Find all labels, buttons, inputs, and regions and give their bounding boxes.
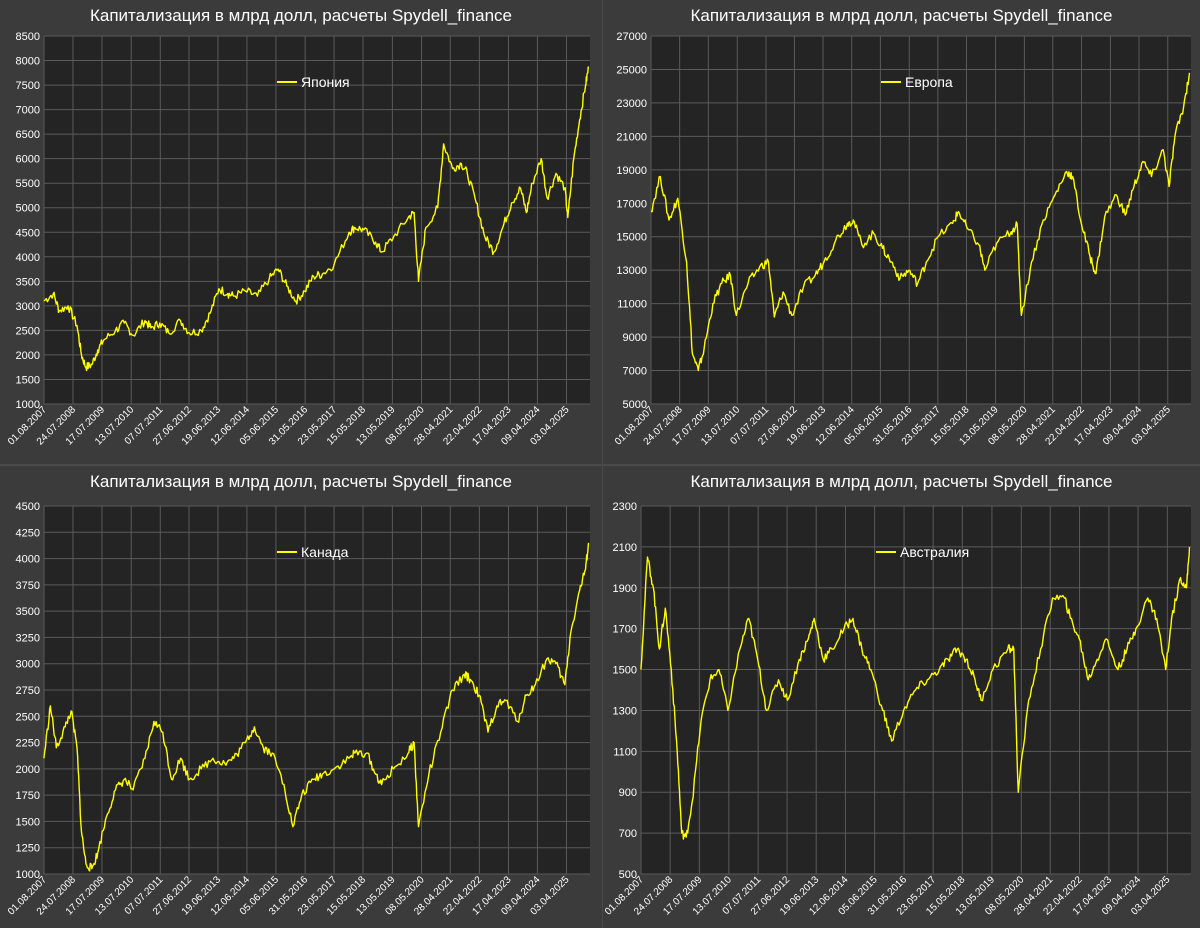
y-tick-label: 1000 bbox=[16, 869, 40, 881]
y-tick-label: 5500 bbox=[16, 178, 40, 190]
y-tick-label: 4250 bbox=[16, 527, 40, 539]
y-tick-label: 8500 bbox=[16, 31, 40, 43]
y-tick-label: 21000 bbox=[616, 131, 647, 143]
y-tick-label: 2100 bbox=[613, 542, 637, 554]
y-tick-label: 23000 bbox=[616, 98, 647, 110]
legend-label: Канада bbox=[301, 544, 349, 560]
y-tick-label: 1500 bbox=[613, 665, 637, 677]
y-tick-label: 7500 bbox=[16, 80, 40, 92]
y-tick-label: 1000 bbox=[16, 399, 40, 411]
y-tick-label: 4000 bbox=[16, 554, 40, 566]
y-tick-label: 1500 bbox=[16, 374, 40, 386]
y-tick-label: 1500 bbox=[16, 816, 40, 828]
plot-area bbox=[44, 36, 590, 404]
y-tick-label: 5000 bbox=[623, 399, 647, 411]
y-tick-label: 7000 bbox=[16, 105, 40, 117]
y-tick-label: 3000 bbox=[16, 301, 40, 313]
y-tick-label: 2000 bbox=[16, 350, 40, 362]
legend-label: Европа bbox=[905, 74, 953, 90]
y-tick-label: 13000 bbox=[616, 265, 647, 277]
y-tick-label: 4500 bbox=[16, 501, 40, 513]
y-tick-label: 1100 bbox=[613, 746, 637, 758]
y-tick-label: 17000 bbox=[616, 198, 647, 210]
chart-title: Капитализация в млрд долл, расчеты Spyde… bbox=[690, 472, 1113, 491]
y-tick-label: 2000 bbox=[16, 764, 40, 776]
y-tick-label: 8000 bbox=[16, 56, 40, 68]
y-tick-label: 9000 bbox=[623, 332, 647, 344]
y-tick-label: 3250 bbox=[16, 632, 40, 644]
chart-title: Капитализация в млрд долл, расчеты Spyde… bbox=[89, 6, 512, 25]
y-tick-label: 2750 bbox=[16, 685, 40, 697]
y-tick-label: 5000 bbox=[16, 203, 40, 215]
plot-area bbox=[651, 36, 1191, 404]
y-tick-label: 4000 bbox=[16, 252, 40, 264]
y-tick-label: 7000 bbox=[623, 366, 647, 378]
y-tick-label: 27000 bbox=[616, 31, 647, 43]
chart-panel-canada: Капитализация в млрд долл, расчеты Spyde… bbox=[0, 466, 602, 928]
series-line bbox=[43, 542, 590, 872]
y-tick-label: 500 bbox=[619, 869, 637, 881]
y-tick-label: 2250 bbox=[16, 738, 40, 750]
y-tick-label: 4500 bbox=[16, 227, 40, 239]
y-tick-label: 2300 bbox=[613, 501, 637, 513]
chart-title: Капитализация в млрд долл, расчеты Spyde… bbox=[690, 6, 1113, 25]
series-line bbox=[43, 66, 590, 372]
chart-svg: 4500 4250 4000 3750 3500 3250 3000 2750 2500 2250… bbox=[6, 501, 590, 918]
y-tick-label: 2500 bbox=[16, 325, 40, 337]
y-tick-label: 3750 bbox=[16, 580, 40, 592]
y-tick-label: 3000 bbox=[16, 659, 40, 671]
y-tick-label: 1250 bbox=[16, 843, 40, 855]
y-tick-label: 2500 bbox=[16, 711, 40, 723]
series-line bbox=[640, 546, 1191, 840]
legend-label: Австралия bbox=[900, 544, 969, 560]
y-tick-label: 1750 bbox=[16, 790, 40, 802]
y-tick-label: 25000 bbox=[616, 64, 647, 76]
y-tick-label: 1900 bbox=[613, 583, 637, 595]
y-tick-label: 6500 bbox=[16, 129, 40, 141]
y-tick-label: 6000 bbox=[16, 154, 40, 166]
y-tick-label: 19000 bbox=[616, 165, 647, 177]
y-tick-label: 900 bbox=[619, 787, 637, 799]
chart-panel-australia: Капитализация в млрд долл, расчеты Spyde… bbox=[603, 466, 1200, 928]
series-line bbox=[650, 72, 1191, 372]
y-tick-label: 700 bbox=[619, 828, 637, 840]
chart-panel-europe: Капитализация в млрд долл, расчеты Spyde… bbox=[603, 0, 1200, 464]
y-tick-label: 15000 bbox=[616, 232, 647, 244]
y-tick-label: 3500 bbox=[16, 276, 40, 288]
chart-svg: 230021001900170015001300110090070050001.… bbox=[603, 501, 1191, 918]
chart-svg: 27000 25000 23000 21000 19000 17000 15000 13000… bbox=[613, 31, 1191, 448]
y-tick-label: 3500 bbox=[16, 606, 40, 618]
legend-label: Япония bbox=[301, 74, 350, 90]
chart-panel-japan: Капитализация в млрд долл, расчеты Spyde… bbox=[0, 0, 602, 464]
y-tick-label: 11000 bbox=[617, 299, 647, 311]
chart-svg: 8500 8000 7500 7000 6500 6000 5500 5000 4500 4000… bbox=[6, 31, 590, 448]
chart-title: Капитализация в млрд долл, расчеты Spyde… bbox=[89, 472, 512, 491]
y-tick-label: 1700 bbox=[613, 624, 637, 636]
y-tick-label: 1300 bbox=[613, 705, 637, 717]
